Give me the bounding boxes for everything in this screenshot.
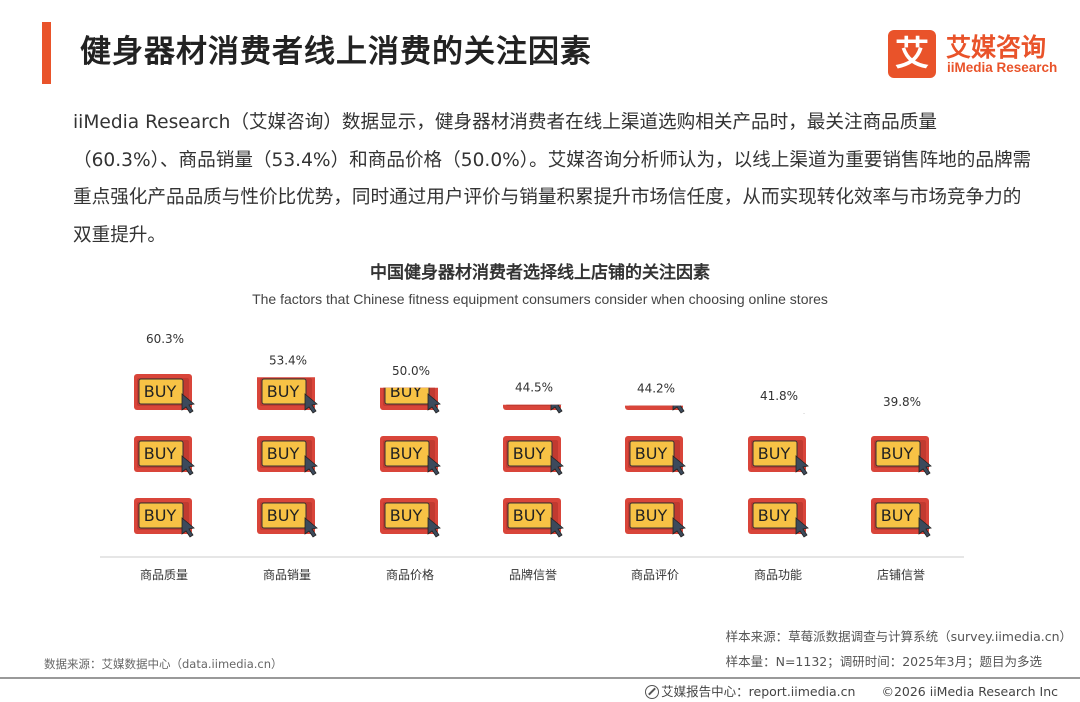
buy-sign-icon: BUY	[503, 498, 564, 538]
svg-text:BUY: BUY	[267, 444, 300, 463]
svg-text:BUY: BUY	[267, 506, 300, 525]
data-label: 44.2%	[637, 382, 675, 396]
data-source: 数据来源：艾媒数据中心（data.iimedia.cn）	[44, 657, 283, 671]
page-footer: 艾媒报告中心：report.iimedia.cn ©2026 iiMedia Re…	[645, 681, 1058, 700]
svg-text:BUY: BUY	[513, 444, 546, 463]
search-icon	[645, 685, 660, 699]
report-center-link[interactable]: 艾媒报告中心：report.iimedia.cn	[661, 684, 856, 699]
logo-english-name: iiMedia Research	[947, 60, 1058, 75]
chart-title: 中国健身器材消费者选择线上店铺的关注因素	[370, 263, 710, 283]
data-label: 39.8%	[883, 395, 921, 409]
svg-text:BUY: BUY	[881, 506, 914, 525]
buy-sign-icon: BUY	[257, 377, 318, 414]
svg-text:BUY: BUY	[758, 444, 791, 463]
buy-sign-icon: BUY	[257, 436, 318, 476]
bar-1: BUY BUY BUY 60.3% 商品质量	[134, 332, 195, 582]
sample-source: 样本来源：草莓派数据调查与计算系统（survey.iimedia.cn）	[725, 629, 1072, 644]
buy-sign-icon: BUY	[380, 382, 441, 414]
chart-subtitle: The factors that Chinese fitness equipme…	[252, 291, 828, 307]
buy-sign-icon: BUY	[257, 498, 318, 538]
category-label: 店铺信誉	[877, 568, 925, 582]
buy-sign-icon: BUY	[871, 498, 932, 538]
buy-sign-icon: BUY	[625, 436, 686, 476]
bar-3: BUY BUY BUY 50.0% 商品价格	[380, 364, 441, 582]
buy-sign-icon: BUY	[748, 498, 809, 538]
buy-sign-icon: BUY	[134, 436, 195, 476]
svg-text:BUY: BUY	[390, 444, 423, 463]
svg-text:BUY: BUY	[390, 506, 423, 525]
data-label: 53.4%	[269, 353, 307, 367]
bar-icons: BUY BUY BUY	[134, 374, 195, 538]
bar-5: BUY BUY BUY 44.2% 商品评价	[625, 382, 686, 582]
bar-4: BUY BUY BUY 44.5% 品牌信誉	[503, 381, 564, 582]
category-label: 商品质量	[140, 567, 188, 582]
buy-sign-icon: BUY	[871, 436, 932, 476]
svg-text:BUY: BUY	[267, 382, 300, 401]
copyright: ©2026 iiMedia Research Inc	[881, 684, 1058, 699]
category-label: 品牌信誉	[509, 568, 557, 582]
data-label: 60.3%	[146, 332, 184, 346]
logo-chinese-name: 艾媒咨询	[946, 33, 1047, 62]
footer-divider	[0, 677, 1080, 679]
bar-icons: BUY BUY BUY	[503, 404, 564, 538]
category-label: 商品功能	[754, 567, 802, 582]
svg-text:BUY: BUY	[513, 506, 546, 525]
page-title: 健身器材消费者线上消费的关注因素	[80, 34, 592, 70]
logo-icon: 艾	[888, 30, 936, 78]
buy-sign-icon: BUY	[503, 436, 564, 476]
sample-size: 样本量：N=1132；调研时间：2025年3月；题目为多选	[725, 654, 1042, 669]
buy-sign-icon: BUY	[625, 405, 685, 414]
intro-paragraph: iiMedia Research（艾媒咨询）数据显示，健身器材消费者在线上渠道选…	[73, 112, 1032, 246]
svg-text:BUY: BUY	[144, 444, 177, 463]
buy-sign-icon: BUY	[748, 436, 809, 476]
bar-icons: BUY BUY BUY	[257, 377, 318, 538]
bar-2: BUY BUY BUY 53.4% 商品销量	[257, 353, 318, 582]
svg-text:BUY: BUY	[758, 506, 791, 525]
title-accent-bar	[42, 22, 51, 84]
category-label: 商品销量	[263, 567, 311, 582]
brand-logo[interactable]: 艾 艾媒咨询 iiMedia Research	[888, 30, 1068, 80]
svg-text:BUY: BUY	[635, 506, 668, 525]
data-label: 50.0%	[392, 364, 430, 378]
buy-sign-icon: BUY	[503, 404, 563, 414]
buy-sign-icon: BUY	[380, 498, 441, 538]
buy-sign-icon: BUY	[625, 498, 686, 538]
category-label: 商品评价	[631, 567, 679, 582]
buy-sign-icon: BUY	[134, 498, 195, 538]
svg-text:BUY: BUY	[144, 382, 177, 401]
data-label: 44.5%	[515, 381, 553, 395]
data-label: 41.8%	[760, 389, 798, 403]
buy-sign-icon: BUY	[380, 436, 441, 476]
svg-text:BUY: BUY	[390, 382, 423, 401]
bar-icons: BUY BUY BUY	[380, 382, 441, 538]
svg-text:BUY: BUY	[635, 444, 668, 463]
bar-icons: BUY BUY BUY	[625, 405, 686, 538]
svg-text:BUY: BUY	[881, 444, 914, 463]
pictogram-chart: BUYBUYBUY60.3%商品质量BUYBUYBUY53.4%商品销量BUYB…	[100, 332, 964, 582]
svg-text:BUY: BUY	[144, 506, 177, 525]
buy-sign-icon: BUY	[134, 374, 195, 414]
category-label: 商品价格	[386, 567, 434, 582]
